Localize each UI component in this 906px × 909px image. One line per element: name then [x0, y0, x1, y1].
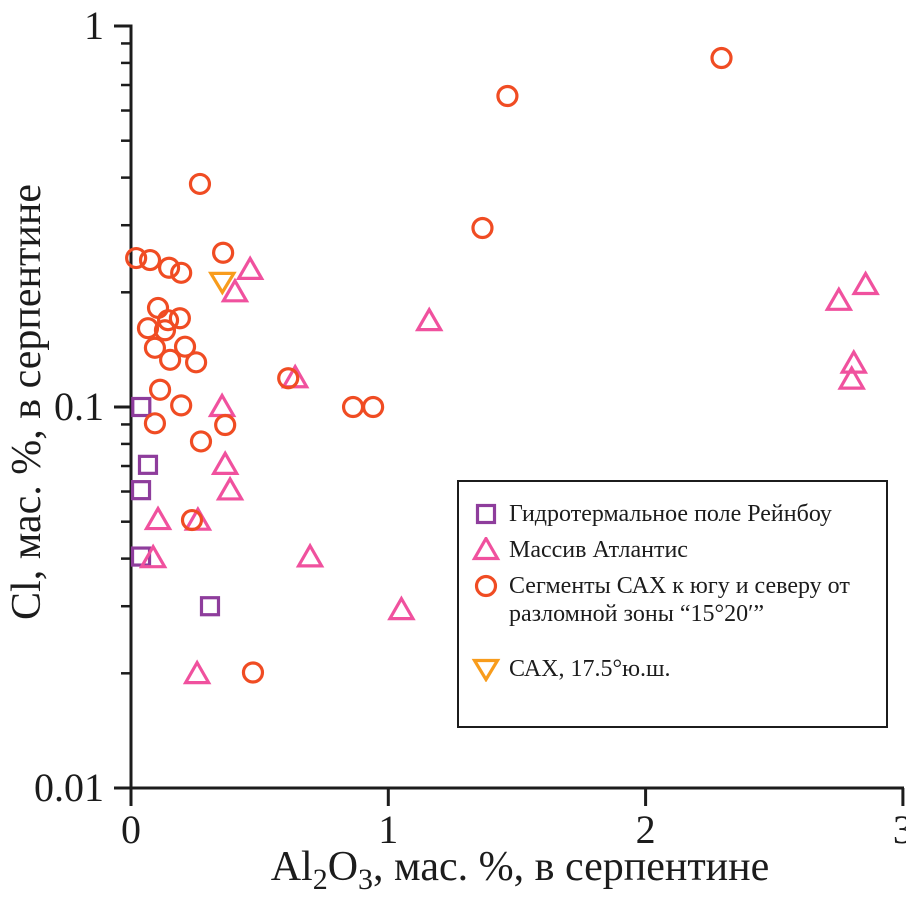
data-point-marker	[131, 396, 152, 418]
data-point-marker	[241, 661, 265, 684]
x-tick-label: 0	[121, 807, 141, 852]
x-tick-label: 3	[893, 807, 906, 852]
data-point-marker	[710, 46, 733, 70]
data-point-marker	[189, 430, 213, 453]
data-point-marker	[851, 270, 880, 296]
data-point-marker	[146, 296, 170, 320]
data-point-marker	[153, 319, 177, 342]
data-point-marker	[277, 367, 300, 390]
legend-label-sax: САХ, 17.5°ю.ш.	[509, 656, 671, 683]
data-point-marker	[207, 392, 237, 418]
y-tick-label: 1	[84, 3, 104, 48]
legend-label-rainbow: Гидротермальное поле Рейнбоу	[509, 501, 832, 527]
data-point-marker	[143, 336, 167, 359]
data-point-marker	[362, 395, 385, 419]
legend: Гидротермальное поле Рейнбоу Массив Атла…	[457, 480, 888, 728]
data-point-marker	[159, 348, 182, 371]
data-point-marker	[156, 309, 180, 332]
circle-marker-icon	[474, 574, 498, 597]
series-rainbow	[130, 396, 221, 617]
series-atlantis	[138, 255, 880, 685]
triangle-up-marker-icon	[471, 536, 501, 560]
square-marker-icon	[475, 503, 497, 525]
data-point-marker	[148, 378, 172, 401]
x-axis-title: Al2​O3​, мас. %, в серпентине	[271, 844, 770, 896]
data-point-marker	[471, 659, 501, 683]
data-point-marker	[199, 596, 221, 617]
y-tick-label: 0.01	[34, 765, 104, 810]
legend-item-sax: САХ, 17.5°ю.ш.	[471, 655, 878, 684]
data-point-marker	[180, 508, 204, 532]
data-point-marker	[170, 394, 193, 417]
data-point-marker	[212, 241, 235, 264]
data-point-marker	[496, 84, 519, 108]
data-point-marker	[215, 475, 245, 501]
data-point-marker	[295, 542, 325, 568]
legend-item-rainbow: Гидротермальное поле Рейнбоу	[471, 500, 878, 529]
data-point-marker	[220, 277, 250, 303]
data-point-marker	[143, 505, 173, 531]
data-point-marker	[136, 317, 160, 340]
data-point-marker	[837, 364, 866, 390]
legend-item-mar-segments: Сегменты САХ к югу и северу от разломной…	[471, 572, 878, 630]
data-point-marker	[824, 286, 854, 311]
x-tick-label: 2	[636, 807, 656, 852]
data-point-marker	[471, 216, 494, 240]
data-point-marker	[474, 574, 498, 597]
data-point-marker	[341, 395, 365, 419]
data-point-marker	[182, 659, 212, 685]
data-point-marker	[210, 450, 240, 475]
triangle-down-marker-icon	[471, 659, 501, 683]
legend-label-atlantis: Массив Атлантис	[509, 536, 688, 563]
x-tick-label: 1	[378, 807, 398, 852]
data-point-marker	[208, 271, 237, 296]
data-point-marker	[214, 413, 237, 437]
data-point-marker	[143, 412, 167, 435]
data-point-marker	[130, 480, 152, 501]
y-axis-title: Cl, мас. %, в серпентине	[4, 184, 50, 620]
data-point-marker	[137, 454, 159, 475]
data-point-marker	[188, 172, 212, 196]
data-point-marker	[173, 335, 197, 358]
data-point-marker	[184, 351, 208, 374]
data-point-marker	[414, 306, 444, 332]
data-point-marker	[138, 248, 162, 272]
data-point-marker	[138, 543, 168, 569]
series-mar-segments	[125, 46, 733, 684]
data-point-marker	[475, 503, 497, 525]
data-point-marker	[235, 255, 265, 281]
data-point-marker	[157, 256, 181, 279]
data-point-marker	[168, 307, 191, 330]
legend-item-atlantis: Массив Атлантис	[471, 536, 878, 565]
series-sax-17-5	[208, 271, 237, 296]
legend-label-mar-segments: Сегменты САХ к югу и северу от разломной…	[509, 572, 850, 628]
y-tick-label: 0.1	[54, 384, 104, 429]
data-point-marker	[471, 536, 501, 560]
data-point-marker	[387, 595, 416, 621]
data-point-marker	[170, 261, 193, 284]
data-point-marker	[125, 246, 148, 270]
